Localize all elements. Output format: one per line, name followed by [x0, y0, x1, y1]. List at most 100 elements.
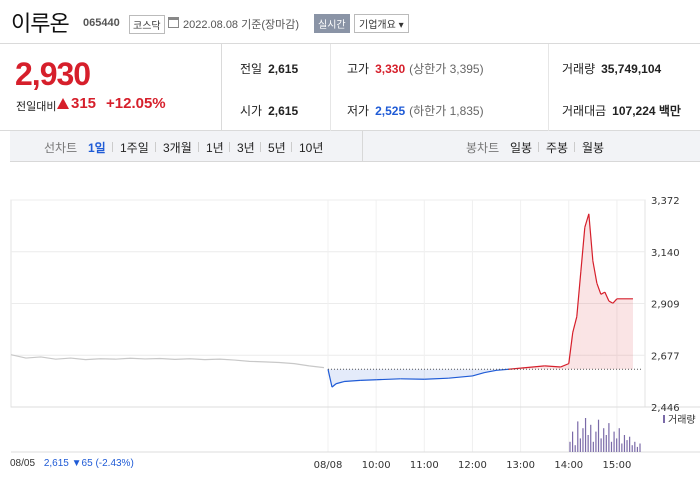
tab-3month[interactable]: 3개월 [163, 141, 192, 155]
price-fill-segment [600, 292, 605, 370]
price-line-segment [600, 291, 606, 295]
y-tick-label: 2,909 [651, 300, 680, 311]
open-value: 2,615 [268, 104, 299, 118]
prev-day-info: 08/05 2,615 ▼65 (-2.43%) [10, 458, 134, 469]
price-line-segment [544, 365, 561, 368]
tab-1day[interactable]: 1일 [88, 141, 106, 155]
stock-code: 065440 [83, 17, 120, 29]
high-value: 3,330 [375, 62, 406, 76]
price-chart[interactable]: 3,372 3,140 2,909 2,677 2,446 08/08 10:00 11:0… [0, 190, 700, 480]
amount-value: 107,224 백만 [612, 104, 681, 118]
price-fill-segment [400, 369, 425, 380]
price-line-segment [331, 383, 337, 388]
y-tick-label: 2,677 [651, 351, 680, 362]
x-tick-label: 12:00 [458, 460, 487, 471]
amount-label: 거래대금 [562, 104, 607, 118]
price-line-segment [484, 369, 497, 374]
price-fill-segment [612, 298, 617, 370]
price-line-segment [576, 271, 582, 317]
y-axis-ticks: 3,372 3,140 2,909 2,677 2,446 [651, 196, 680, 414]
upper-limit: (상한가 3,395) [409, 62, 484, 76]
company-info-button[interactable]: 기업개요 ▾ [354, 14, 409, 33]
tab-1year[interactable]: 1년 [206, 141, 224, 155]
tab-separator [538, 142, 539, 152]
market-badge: 코스닥 [129, 15, 165, 34]
volume-legend: 거래량 [668, 414, 696, 426]
line-chart-label: 선차트 [44, 141, 78, 155]
candle-chart-label: 봉차트 [466, 141, 500, 155]
prev-day-line [10, 354, 325, 369]
column-divider [330, 44, 331, 131]
tab-3year[interactable]: 3년 [237, 141, 255, 155]
price-line-segment [612, 298, 618, 304]
date-text: 2022.08.08 기준(장마감) [183, 19, 300, 31]
tab-1week[interactable]: 1주일 [120, 141, 149, 155]
price-fill-segment [360, 369, 377, 381]
x-axis-ticks: 08/08 10:00 11:00 12:00 13:00 14:00 15:00 [314, 460, 632, 471]
prev-day-polyline [10, 354, 325, 369]
tab-separator [155, 142, 156, 152]
calendar-icon [168, 17, 179, 28]
price-line-segment [496, 368, 509, 371]
today-price-line [327, 213, 633, 388]
price-fill-segment [336, 369, 345, 384]
low-stat: 저가 2,525 (하한가 1,835) [347, 102, 484, 119]
price-line-segment [568, 332, 574, 364]
chart-grid [10, 199, 700, 453]
price-line-segment [584, 213, 590, 228]
price-line-segment [520, 365, 545, 369]
tab-separator [291, 142, 292, 152]
change-label: 전일대비 [16, 101, 57, 113]
x-tick-label: 10:00 [362, 460, 391, 471]
x-tick-label: 08/08 [314, 460, 343, 471]
price-line-segment [448, 375, 473, 379]
price-fill-segment [604, 292, 609, 370]
tab-5year[interactable]: 5년 [268, 141, 286, 155]
price-line-segment [424, 377, 449, 380]
column-divider [548, 44, 549, 131]
price-fill-segment [592, 260, 597, 370]
price-line-segment [376, 378, 401, 381]
price-line-segment [580, 227, 586, 273]
price-fill-segment [596, 283, 601, 370]
price-line-segment [508, 367, 521, 370]
realtime-button[interactable]: 실시간 [314, 14, 350, 33]
x-tick-label: 14:00 [554, 460, 583, 471]
open-stat: 시가 2,615 [240, 102, 298, 119]
current-price-box: 2,930 전일대비 315 +12.05% [0, 44, 222, 131]
price-line-segment [588, 213, 594, 261]
price-fill-segment [424, 369, 449, 380]
price-fill-segment [376, 369, 401, 380]
change-rate: +12.05% [106, 95, 166, 112]
tab-daily-candle[interactable]: 일봉 [510, 141, 533, 155]
price-line-segment [604, 291, 610, 302]
prev-close: 2,615 [43, 458, 69, 469]
price-fill [328, 213, 633, 388]
price-line-segment [572, 316, 578, 333]
price-line-segment [344, 379, 361, 383]
y-tick-label: 2,446 [651, 403, 680, 414]
tab-group-divider [362, 131, 363, 162]
high-stat: 고가 3,330 (상한가 3,395) [347, 60, 484, 77]
prev-close-label: 전일 [240, 62, 263, 76]
prev-close-stat: 전일 2,615 [240, 60, 298, 77]
volume-value: 35,749,104 [601, 62, 662, 76]
tab-separator [112, 142, 113, 152]
tab-separator [574, 142, 575, 152]
tab-separator [229, 142, 230, 152]
current-price: 2,930 [15, 56, 91, 92]
price-line-segment [596, 282, 602, 295]
lower-limit: (하한가 1,835) [409, 104, 484, 118]
tab-monthly-candle[interactable]: 월봉 [582, 141, 605, 155]
change-value: 315 [71, 95, 97, 112]
chart-tab-bar: 선차트 1일 1주일 3개월 1년 3년 5년 10년 봉차트 일봉 주봉 월봉 [10, 131, 700, 162]
price-line-segment [608, 300, 614, 304]
price-fill-segment [576, 271, 581, 370]
amount-stat: 거래대금 107,224 백만 [562, 102, 681, 119]
price-line-segment [472, 371, 485, 377]
price-fill-segment [344, 369, 361, 382]
prev-date: 08/05 [10, 458, 36, 469]
tab-weekly-candle[interactable]: 주봉 [546, 141, 569, 155]
x-tick-label: 11:00 [410, 460, 439, 471]
tab-10year[interactable]: 10년 [299, 141, 324, 155]
